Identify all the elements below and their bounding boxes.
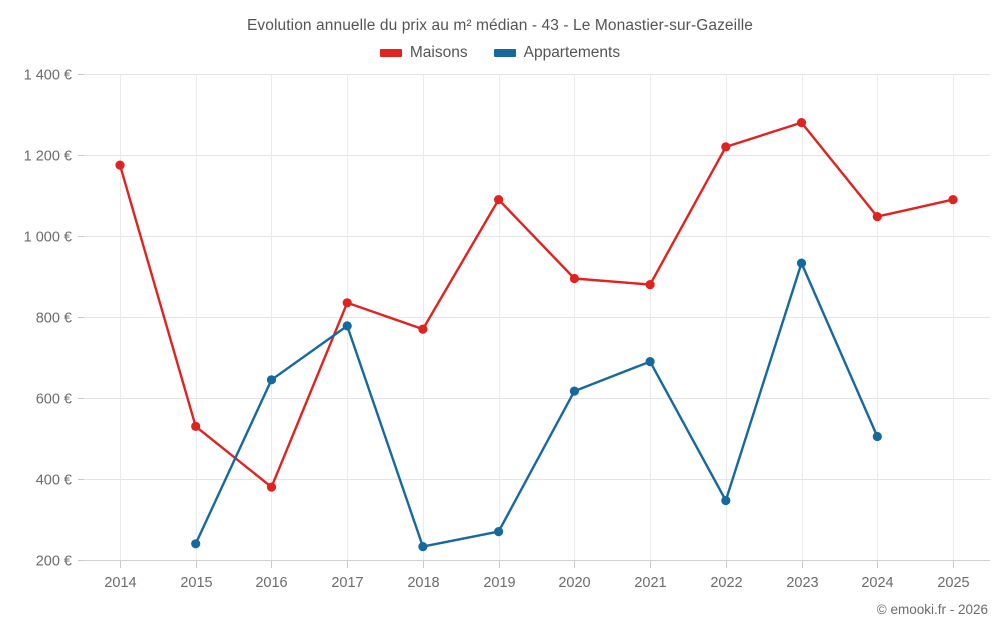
legend-swatch-appartements: [493, 49, 516, 57]
data-point[interactable]: [494, 195, 504, 205]
data-point[interactable]: [494, 527, 504, 537]
y-axis-label: 1 400 €: [24, 68, 72, 84]
series-line-appartements: [194, 261, 879, 548]
data-point[interactable]: [191, 539, 201, 549]
y-axis-label: 200 €: [36, 554, 72, 570]
x-axis-label: 2025: [937, 575, 969, 591]
y-axis-label: 400 €: [36, 473, 72, 489]
x-axis-label: 2014: [104, 575, 136, 591]
x-axis-label: 2023: [786, 575, 818, 591]
data-point[interactable]: [721, 495, 731, 506]
series-line-maisons: [118, 121, 955, 489]
x-axis-label: 2019: [483, 575, 515, 591]
x-axis-labels: 2014 2015 2016 2017 2018 2019 2020 2021 2022 2023…: [104, 575, 969, 591]
data-point[interactable]: [266, 482, 277, 492]
data-point[interactable]: [645, 280, 655, 290]
y-axis-label: 1 200 €: [24, 149, 72, 165]
data-point[interactable]: [569, 386, 580, 396]
legend-item-appartements[interactable]: Appartements: [493, 44, 621, 62]
data-point[interactable]: [418, 542, 428, 552]
legend-item-maisons[interactable]: Maisons: [379, 44, 468, 62]
x-axis-label: 2021: [634, 575, 666, 591]
x-axis-label: 2017: [331, 575, 363, 591]
legend-label-maisons: Maisons: [409, 44, 468, 61]
series-markers: [115, 118, 958, 552]
data-point[interactable]: [569, 273, 580, 284]
data-point[interactable]: [342, 321, 352, 331]
x-axis-label: 2022: [710, 575, 742, 591]
chart-legend: Maisons Appartements: [0, 44, 1000, 62]
chart-credit: © emooki.fr - 2026: [876, 602, 988, 617]
y-axis-label: 600 €: [36, 392, 72, 408]
data-point[interactable]: [796, 258, 807, 268]
x-axis-label: 2024: [861, 575, 893, 591]
data-point[interactable]: [266, 375, 277, 385]
legend-label-appartements: Appartements: [523, 44, 621, 61]
data-point[interactable]: [872, 431, 882, 442]
x-axis-label: 2020: [558, 575, 590, 591]
chart-title: Evolution annuelle du prix au m² médian …: [246, 17, 754, 34]
x-axis-label: 2018: [407, 575, 439, 591]
data-point[interactable]: [191, 421, 201, 431]
x-axis-label: 2016: [255, 575, 287, 591]
y-axis-label: 800 €: [36, 311, 72, 327]
legend-swatch-maisons: [379, 49, 402, 57]
y-axis-labels: 200 € 400 € 600 € 800 € 1 000 € 1 200 € 1 400 …: [24, 68, 72, 570]
series-lines: [118, 121, 955, 548]
data-point[interactable]: [796, 118, 807, 128]
data-point[interactable]: [645, 357, 655, 367]
x-axis-label: 2015: [180, 575, 212, 591]
data-point[interactable]: [342, 298, 352, 308]
axis-lines: [78, 74, 990, 568]
data-point[interactable]: [872, 212, 882, 222]
grid-lines: [84, 74, 990, 480]
data-point[interactable]: [721, 142, 731, 152]
data-point[interactable]: [418, 324, 428, 334]
vertical-grid-lines: [120, 74, 954, 560]
data-point[interactable]: [115, 160, 125, 170]
data-point[interactable]: [948, 195, 958, 205]
y-axis-label: 1 000 €: [24, 230, 72, 246]
